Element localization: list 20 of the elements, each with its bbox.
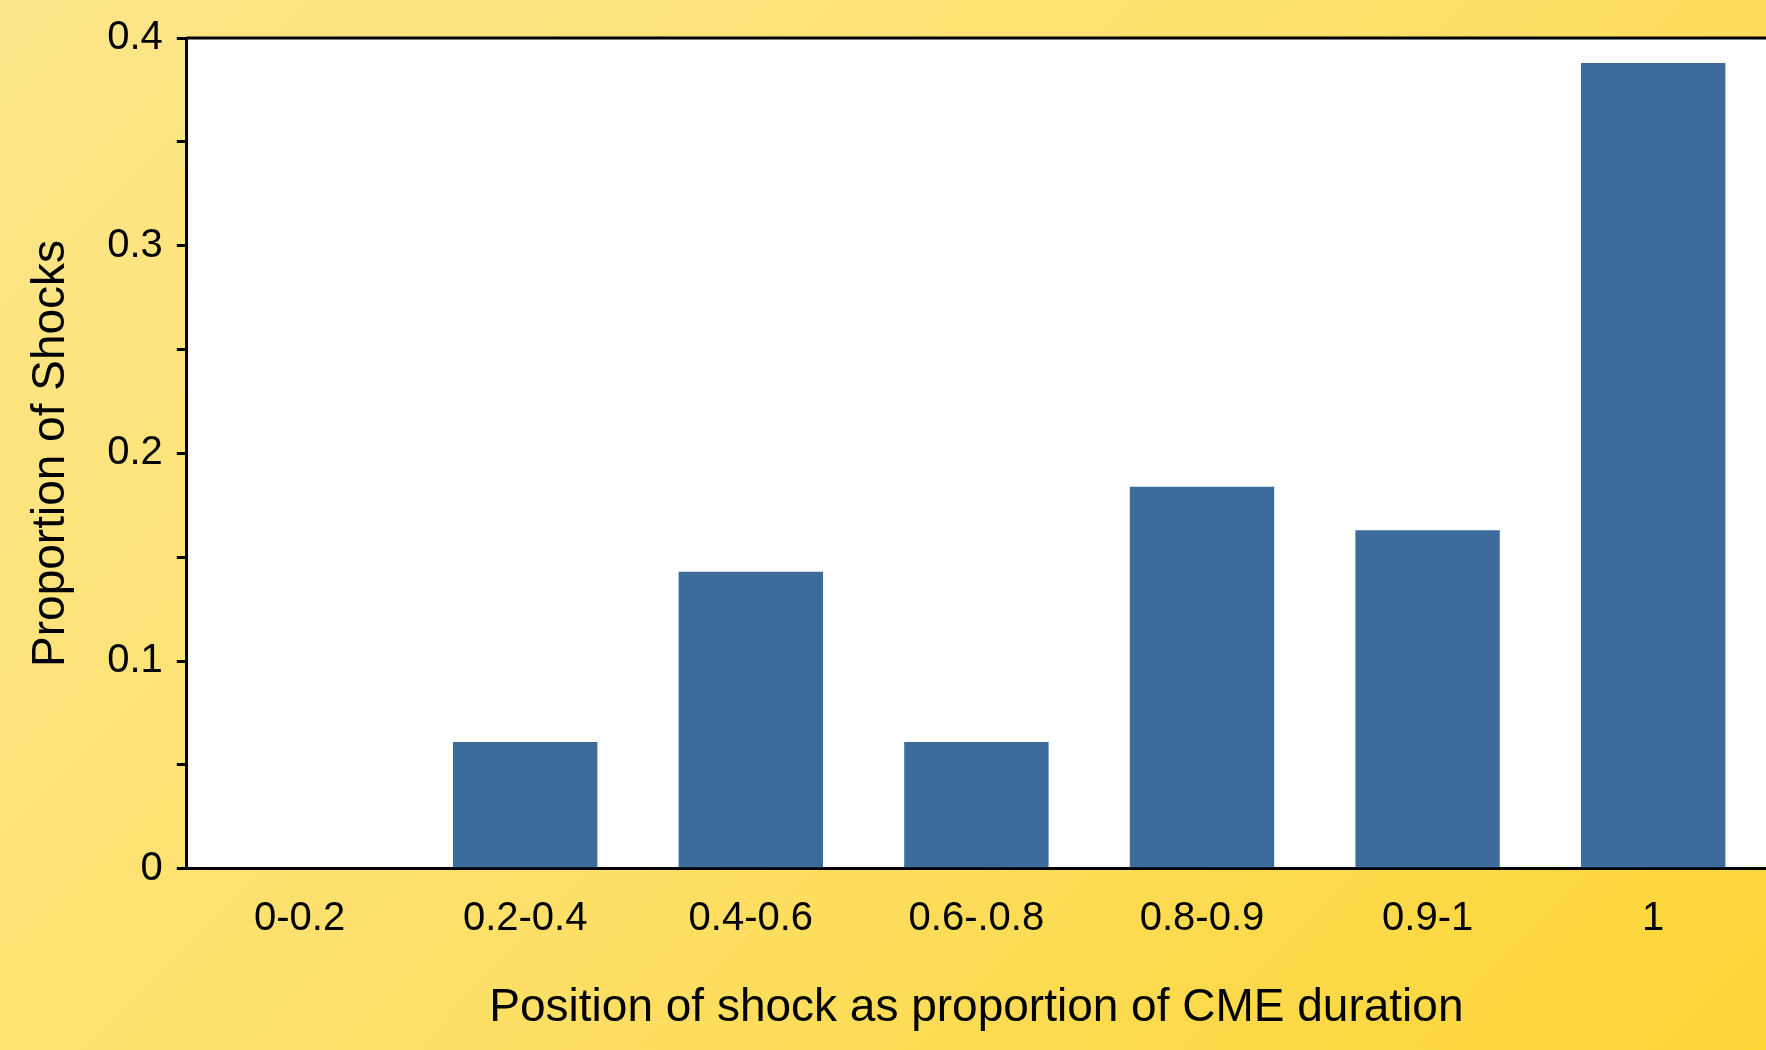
bar	[1581, 62, 1726, 868]
bar	[1355, 530, 1500, 868]
x-tick-label: 0-0.2	[254, 893, 346, 938]
y-tick-label: 0	[140, 843, 163, 888]
x-tick-label: 1	[1642, 893, 1665, 938]
bar	[1129, 486, 1275, 868]
y-tick-label: 0.3	[107, 220, 163, 265]
x-tick-label: 0.8-0.9	[1139, 893, 1265, 938]
bar	[453, 742, 598, 868]
bar	[904, 742, 1049, 868]
x-tick-label: 0.2-0.4	[462, 893, 588, 938]
bar	[678, 571, 823, 868]
x-tick-label: 0.9-1	[1382, 893, 1474, 938]
y-tick-label: 0.4	[107, 13, 163, 58]
y-tick-label: 0.2	[107, 428, 163, 473]
x-tick-label: 0.4-0.6	[688, 893, 814, 938]
x-tick-label: 0.6-.0.8	[908, 893, 1045, 938]
y-axis-title: Proportion of Shocks	[22, 239, 75, 667]
x-axis-title: Position of shock as proportion of CME duration	[489, 979, 1464, 1032]
y-tick-label: 0.1	[107, 636, 163, 681]
